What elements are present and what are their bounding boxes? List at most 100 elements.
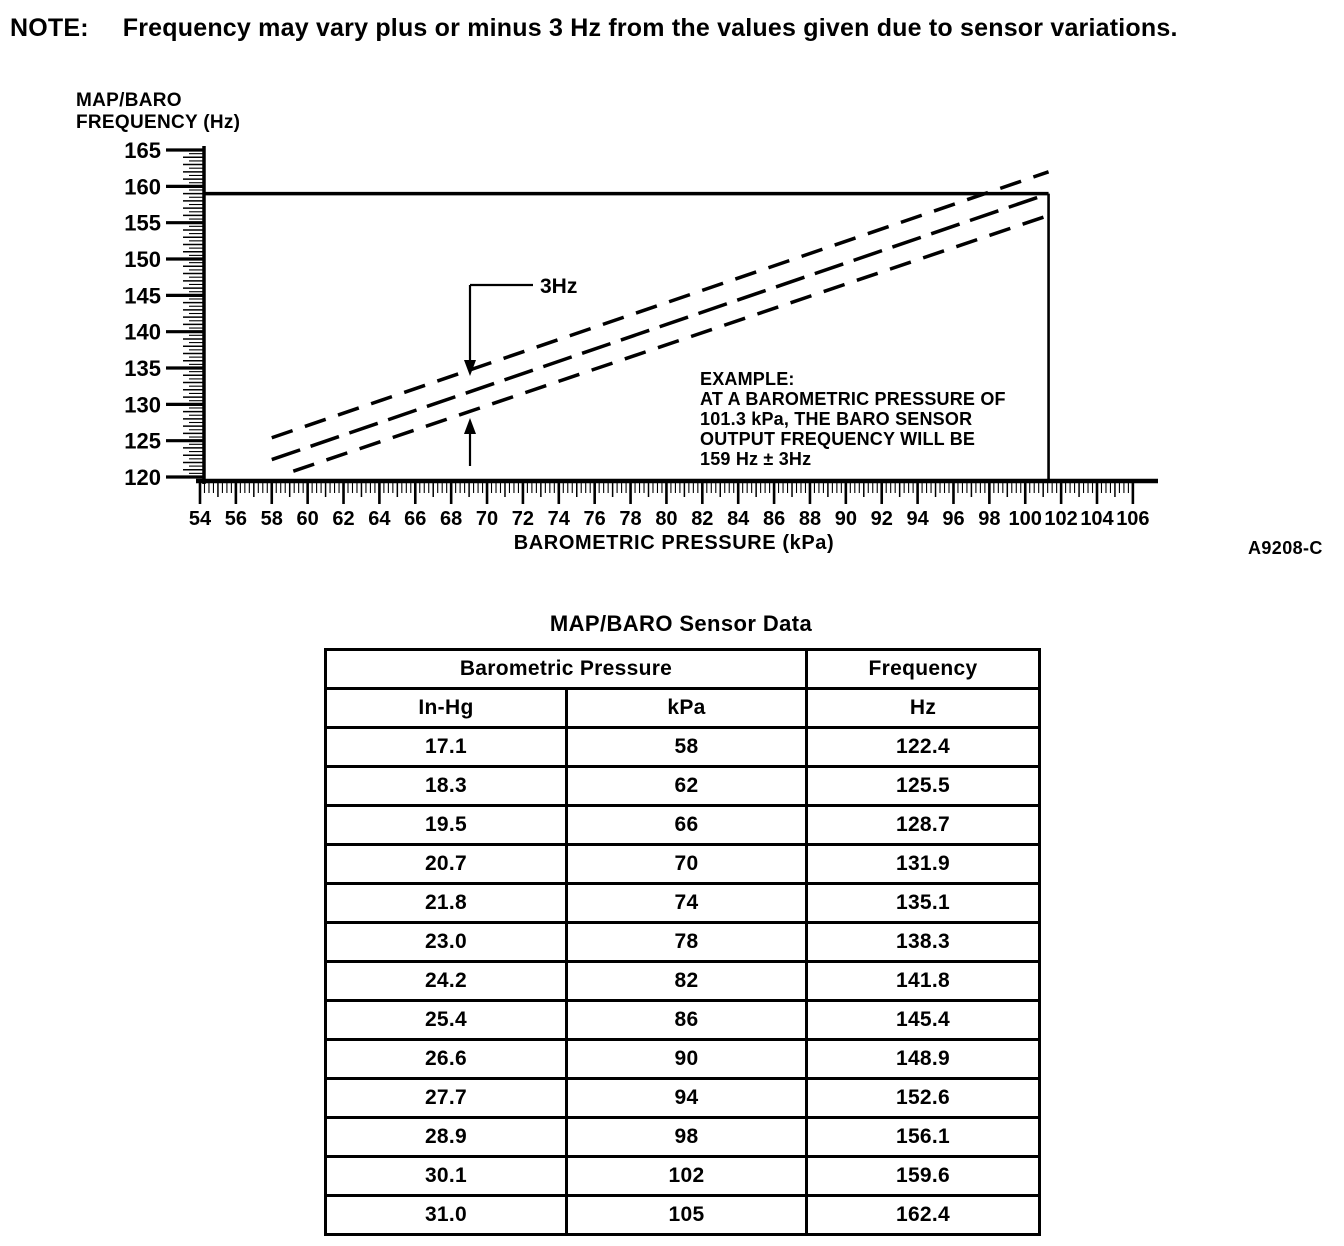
y-tick-label: 150	[124, 247, 161, 272]
arrow-up-icon	[464, 418, 476, 434]
cell-hz: 156.1	[805, 1116, 1041, 1158]
table-row: 18.3 62 125.5	[324, 765, 1041, 807]
sensor-data-table: Barometric Pressure Frequency In-Hg kPa …	[324, 648, 1041, 1236]
cell-in-hg: 20.7	[324, 843, 568, 885]
x-tick-label: 64	[368, 508, 391, 530]
y-axis-title-line2: FREQUENCY (Hz)	[76, 112, 241, 133]
table-row: 21.8 74 135.1	[324, 882, 1041, 924]
x-tick-label: 68	[440, 508, 462, 530]
group-header-barometric-pressure: Barometric Pressure	[324, 648, 808, 690]
y-tick-label: 145	[124, 283, 161, 308]
y-tick-label: 130	[124, 392, 161, 417]
cell-kpa: 66	[565, 804, 808, 846]
upper-tolerance-plus-3hz-line	[271, 170, 1050, 440]
arrow-down-icon	[464, 360, 476, 376]
x-axis-title: BAROMETRIC PRESSURE (kPa)	[513, 532, 835, 554]
x-tick-label: 88	[799, 508, 821, 530]
x-axis: 54 56 58 60 62 64 66 68 70 72 74 76 78 80 82 84 86 88 90 92…	[189, 478, 1158, 530]
x-tick-label: 94	[906, 508, 929, 530]
cell-kpa: 86	[565, 999, 808, 1041]
series	[271, 170, 1050, 473]
x-tick-label: 66	[404, 508, 426, 530]
cell-hz: 152.6	[805, 1077, 1041, 1119]
x-tick-label: 62	[332, 508, 354, 530]
cell-hz: 138.3	[805, 921, 1041, 963]
table-row: 24.2 82 141.8	[324, 960, 1041, 1002]
figure-code: A9208-C	[1248, 538, 1323, 558]
y-tick-label: 160	[124, 174, 161, 199]
cell-kpa: 98	[565, 1116, 808, 1158]
x-tick-label: 96	[942, 508, 964, 530]
cell-hz: 135.1	[805, 882, 1041, 924]
cell-hz: 131.9	[805, 843, 1041, 885]
x-tick-label: 78	[619, 508, 641, 530]
cell-in-hg: 21.8	[324, 882, 568, 924]
table-row: 19.5 66 128.7	[324, 804, 1041, 846]
tolerance-annotation: 3Hz	[464, 275, 577, 466]
x-tick-label: 56	[225, 508, 247, 530]
note: NOTE: Frequency may vary plus or minus 3…	[10, 14, 1340, 43]
cell-hz: 125.5	[805, 765, 1041, 807]
y-tick-label: 135	[124, 356, 161, 381]
example-line: EXAMPLE:	[700, 369, 795, 389]
y-tick-label: 140	[124, 320, 161, 345]
table-row: 26.6 90 148.9	[324, 1038, 1041, 1080]
group-header-frequency: Frequency	[805, 648, 1041, 690]
cell-kpa: 78	[565, 921, 808, 963]
cell-in-hg: 23.0	[324, 921, 568, 963]
cell-in-hg: 19.5	[324, 804, 568, 846]
x-tick-label: 58	[261, 508, 283, 530]
y-tick-label: 125	[124, 429, 161, 454]
x-tick-label: 90	[835, 508, 857, 530]
example-line: AT A BAROMETRIC PRESSURE OF	[700, 389, 1006, 409]
nominal-line	[271, 191, 1050, 462]
y-axis-title-line1: MAP/BARO	[76, 90, 182, 111]
cell-in-hg: 18.3	[324, 765, 568, 807]
x-tick-label: 92	[871, 508, 893, 530]
cell-kpa: 62	[565, 765, 808, 807]
x-tick-label: 102	[1044, 508, 1077, 530]
x-tick-label: 84	[727, 508, 750, 530]
x-tick-label: 54	[189, 508, 212, 530]
x-tick-label: 82	[691, 508, 713, 530]
sensor-table-body: 17.1 58 122.4 18.3 62 125.5 19.5 66 128.7 20.7 70 1…	[324, 726, 1041, 1236]
cell-hz: 128.7	[805, 804, 1041, 846]
cell-in-hg: 26.6	[324, 1038, 568, 1080]
cell-in-hg: 24.2	[324, 960, 568, 1002]
y-tick-label: 155	[124, 211, 161, 236]
table-row: 17.1 58 122.4	[324, 726, 1041, 768]
cell-kpa: 102	[565, 1155, 808, 1197]
x-tick-label: 80	[655, 508, 677, 530]
chart-svg: 120 125 130 135 140 145 150 155 160 165 54 56 58 60 62…	[124, 138, 1158, 530]
y-tick-label: 120	[124, 465, 161, 490]
cell-in-hg: 30.1	[324, 1155, 568, 1197]
x-tick-label: 104	[1080, 508, 1114, 530]
x-tick-label: 76	[584, 508, 606, 530]
cell-hz: 159.6	[805, 1155, 1041, 1197]
cell-kpa: 74	[565, 882, 808, 924]
table-row: 28.9 98 156.1	[324, 1116, 1041, 1158]
cell-kpa: 94	[565, 1077, 808, 1119]
example-line: OUTPUT FREQUENCY WILL BE	[700, 429, 976, 449]
x-tick-label: 86	[763, 508, 785, 530]
table-row: 31.0 105 162.4	[324, 1194, 1041, 1236]
table-row: 23.0 78 138.3	[324, 921, 1041, 963]
reference-lines	[204, 191, 1050, 481]
cell-kpa: 82	[565, 960, 808, 1002]
table-row: 20.7 70 131.9	[324, 843, 1041, 885]
table-row: 25.4 86 145.4	[324, 999, 1041, 1041]
x-tick-label: 60	[297, 508, 319, 530]
group-header-row: Barometric Pressure Frequency	[324, 648, 1041, 690]
lower-tolerance-minus-3hz-line	[292, 213, 1050, 473]
column-header-kpa: kPa	[565, 687, 808, 729]
tolerance-label: 3Hz	[540, 275, 577, 298]
cell-kpa: 105	[565, 1194, 808, 1236]
cell-in-hg: 27.7	[324, 1077, 568, 1119]
cell-in-hg: 28.9	[324, 1116, 568, 1158]
x-tick-label: 70	[476, 508, 498, 530]
column-header-row: In-Hg kPa Hz	[324, 687, 1041, 729]
table-row: 30.1 102 159.6	[324, 1155, 1041, 1197]
cell-hz: 122.4	[805, 726, 1041, 768]
note-text: Frequency may vary plus or minus 3 Hz fr…	[122, 14, 1178, 42]
